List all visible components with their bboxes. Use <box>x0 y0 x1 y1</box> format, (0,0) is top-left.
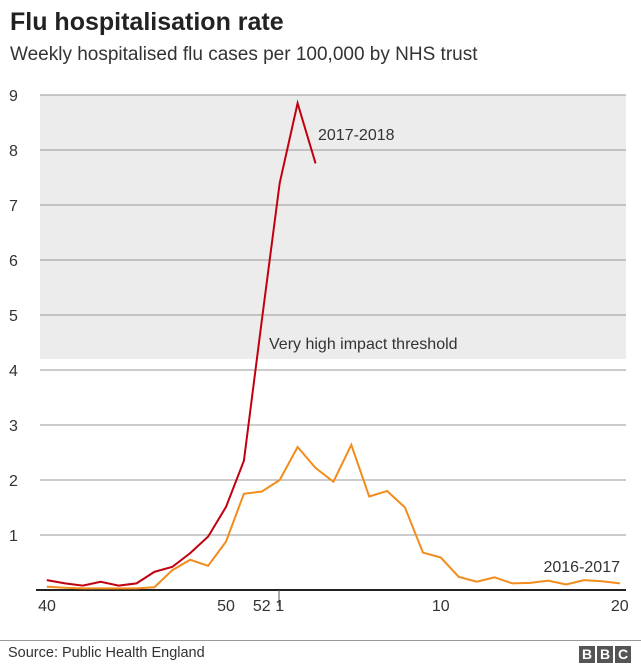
data-point <box>171 566 173 568</box>
data-point <box>476 581 478 583</box>
data-point <box>207 536 209 538</box>
data-point <box>189 552 191 554</box>
y-tick-label: 9 <box>9 88 18 105</box>
data-point <box>261 491 263 493</box>
line-chart: 1 2 3 4 5 6 7 8 9 Very high impact threshold 40 50 5… <box>9 88 629 615</box>
data-point <box>332 481 334 483</box>
x-tick-label: 10 <box>432 598 450 615</box>
data-point <box>225 541 227 543</box>
chart-title: Flu hospitalisation rate <box>10 8 284 36</box>
data-point <box>458 576 460 578</box>
data-point <box>583 579 585 581</box>
y-tick-label: 2 <box>9 473 18 490</box>
data-point <box>189 559 191 561</box>
data-point <box>64 587 66 589</box>
x-tick-label: 40 <box>38 598 56 615</box>
series-label-2017-2018: 2017-2018 <box>318 127 395 144</box>
data-point <box>547 580 549 582</box>
band-label: Very high impact threshold <box>269 336 458 353</box>
x-tick-label: 50 <box>217 598 235 615</box>
data-point <box>511 582 513 584</box>
data-point <box>153 571 155 573</box>
chart-subtitle: Weekly hospitalised flu cases per 100,00… <box>10 44 478 65</box>
data-point <box>350 444 352 446</box>
x-tick-label: 52 <box>253 598 271 615</box>
data-point <box>601 580 603 582</box>
data-point <box>279 182 281 184</box>
data-point <box>171 569 173 571</box>
footer-divider <box>0 640 641 641</box>
series-line-2016-2017 <box>46 442 620 590</box>
data-point <box>422 552 424 554</box>
data-point <box>494 576 495 578</box>
data-point <box>100 581 102 583</box>
y-tick-label: 4 <box>9 363 18 380</box>
data-point <box>153 586 155 588</box>
data-point <box>261 320 263 321</box>
data-point <box>82 585 84 587</box>
data-point <box>118 587 120 589</box>
data-point <box>64 582 66 584</box>
y-tick-label: 3 <box>9 418 18 435</box>
data-point <box>297 102 299 104</box>
data-point <box>46 579 48 581</box>
data-point <box>207 565 209 567</box>
data-point <box>386 490 388 492</box>
data-point <box>279 479 281 481</box>
data-point <box>529 582 531 584</box>
y-tick-label: 6 <box>9 253 18 270</box>
data-point <box>297 446 299 448</box>
data-point <box>243 493 245 495</box>
y-tick-label: 8 <box>9 143 18 160</box>
data-point <box>404 507 406 508</box>
x-tick-label: 20 <box>611 598 629 615</box>
data-point <box>565 584 567 585</box>
data-point <box>368 496 370 497</box>
data-point <box>315 467 316 469</box>
data-point <box>440 557 442 559</box>
series-line-2017-2018 <box>46 99 317 587</box>
data-point <box>82 587 84 589</box>
x-tick-label: 1 <box>275 598 284 615</box>
data-point <box>136 587 137 589</box>
data-point <box>225 506 227 508</box>
y-tick-label: 1 <box>9 528 18 545</box>
y-tick-label: 7 <box>9 198 18 215</box>
source-text: Source: Public Health England <box>8 645 205 661</box>
data-point <box>118 585 120 587</box>
data-point <box>136 582 137 584</box>
y-tick-label: 5 <box>9 308 18 325</box>
data-point <box>46 586 48 588</box>
data-point <box>243 460 245 462</box>
data-point <box>619 582 621 584</box>
data-point <box>100 587 102 589</box>
data-point <box>315 162 316 164</box>
series-label-2016-2017: 2016-2017 <box>543 559 620 576</box>
